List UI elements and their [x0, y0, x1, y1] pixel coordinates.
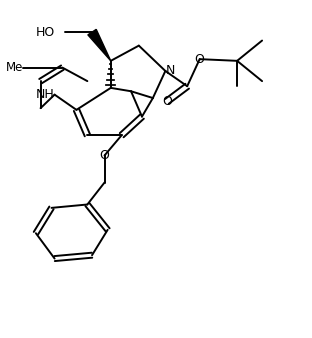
Polygon shape [88, 29, 111, 61]
Text: NH: NH [36, 88, 55, 101]
Text: O: O [100, 149, 110, 162]
Text: HO: HO [35, 26, 55, 39]
Text: N: N [165, 65, 175, 77]
Text: Me: Me [6, 61, 23, 74]
Text: O: O [162, 95, 172, 108]
Text: O: O [195, 53, 205, 66]
